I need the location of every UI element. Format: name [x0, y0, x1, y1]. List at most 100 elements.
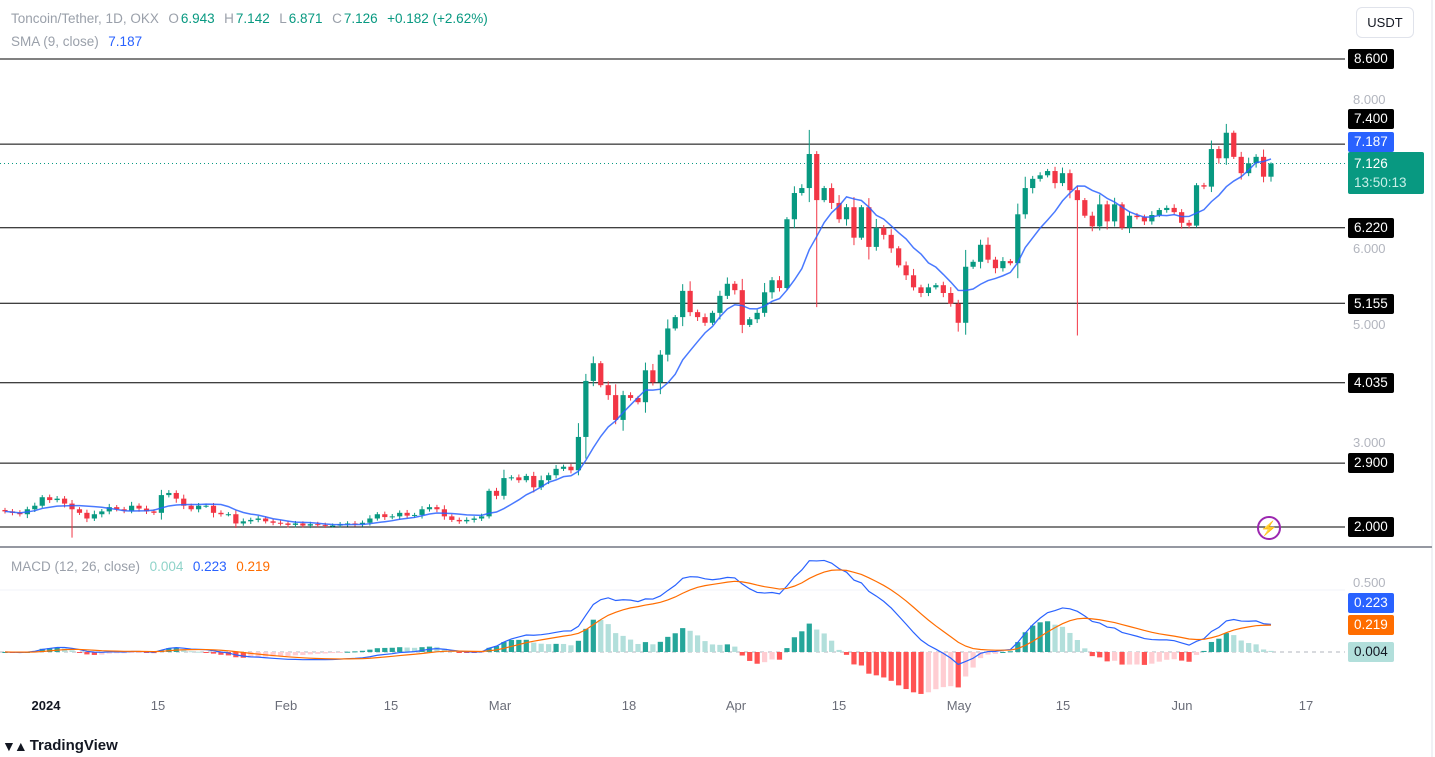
candle-down — [732, 283, 738, 291]
candle-down — [836, 202, 842, 220]
tradingview-logo[interactable]: ▼▲ TradingView — [2, 737, 118, 754]
macd-histogram-bar — [829, 640, 835, 652]
macd-histogram-bar — [47, 648, 53, 652]
candle-down — [1052, 171, 1058, 184]
macd-histogram-bar — [300, 652, 306, 656]
candle-down — [829, 188, 835, 203]
candle-up — [1000, 261, 1006, 269]
macd-histogram-bar — [344, 651, 351, 653]
macd-histogram-bar — [1044, 621, 1051, 652]
macd-histogram-bar — [292, 652, 299, 656]
candle-up — [106, 507, 112, 512]
macd-histogram-bar — [99, 652, 105, 655]
macd-histogram-bar — [322, 652, 328, 654]
candle-down — [776, 280, 783, 289]
macd-histogram-bar — [1179, 652, 1185, 661]
macd-histogram-bar — [315, 652, 321, 654]
macd-histogram-bar — [1022, 632, 1028, 652]
candle-down — [456, 519, 462, 522]
macd-histogram-bar — [970, 652, 976, 668]
candle-down — [516, 477, 522, 481]
macd-histogram-bar — [225, 652, 232, 656]
macd-histogram-bar — [188, 651, 194, 653]
macd-histogram-bar — [501, 641, 507, 652]
macd-histogram-bar — [359, 650, 366, 652]
sma-legend[interactable]: SMA (9, close) 7.187 — [11, 34, 144, 49]
macd-histogram-bar — [821, 633, 827, 652]
candle-up — [359, 522, 366, 525]
candle-down — [434, 507, 440, 510]
lightning-icon[interactable]: ⚡ — [1257, 516, 1281, 540]
candle-down — [121, 509, 127, 511]
time-tick: 15 — [1055, 698, 1071, 713]
macd-histogram-bar — [1000, 651, 1006, 653]
level-label: 4.035 — [1348, 373, 1394, 393]
candle-down — [218, 512, 224, 515]
macd-histogram-bar — [635, 643, 641, 652]
macd-histogram-bar — [538, 643, 544, 652]
candle-down — [1201, 185, 1207, 187]
macd-histogram-bar — [411, 647, 418, 652]
candle-up — [1097, 204, 1103, 227]
candle-up — [397, 512, 403, 517]
candle-up — [99, 511, 105, 515]
level-label: 8.600 — [1348, 49, 1394, 69]
macd-histogram-bar — [1149, 652, 1155, 664]
candle-up — [970, 261, 976, 267]
candle-down — [1238, 156, 1244, 174]
macd-histogram-bar — [106, 652, 112, 654]
currency-button[interactable]: USDT — [1356, 7, 1414, 38]
macd-histogram-bar — [196, 651, 202, 653]
macd-histogram-bar — [1164, 652, 1170, 660]
candle-up — [501, 478, 507, 496]
candle-down — [881, 227, 887, 235]
hist-price-label: 0.004 — [1348, 642, 1394, 662]
macd-histogram-bar — [1126, 652, 1133, 665]
time-tick: Jun — [1171, 698, 1193, 713]
macd-histogram-bar — [1015, 642, 1021, 652]
candle-down — [851, 207, 857, 238]
macd-histogram-bar — [940, 652, 946, 688]
candle-up — [858, 207, 865, 238]
macd-histogram-bar — [1067, 632, 1073, 652]
macd-histogram-bar — [166, 648, 172, 652]
macd-histogram-bar — [896, 652, 902, 686]
candle-up — [590, 363, 596, 381]
candle-up — [925, 287, 932, 293]
candle-up — [963, 266, 969, 323]
candle-up — [680, 290, 686, 318]
candle-up — [523, 475, 529, 481]
macd-histogram-bar — [918, 652, 924, 694]
macd-legend[interactable]: MACD (12, 26, close) 0.004 0.223 0.219 — [11, 559, 272, 574]
candle-up — [374, 514, 380, 519]
candle-up — [672, 317, 678, 329]
candle-up — [1037, 175, 1043, 179]
macd-histogram-bar — [620, 635, 626, 652]
macd-histogram-bar — [1231, 635, 1237, 652]
macd-histogram-bar — [143, 652, 150, 653]
macd-histogram-bar — [382, 647, 388, 652]
change-value: +0.182 (+2.62%) — [387, 11, 488, 26]
macd-histogram-bar — [61, 648, 68, 652]
candle-up — [724, 283, 730, 296]
macd-histogram-bar — [769, 652, 775, 660]
candle-up — [426, 507, 433, 510]
candle-up — [709, 312, 716, 323]
candle-down — [277, 522, 284, 524]
signal-line — [4, 569, 1272, 660]
sma-label: SMA (9, close) — [11, 34, 99, 49]
candle-up — [717, 295, 723, 313]
candle-up — [419, 509, 425, 515]
candle-down — [992, 259, 999, 269]
candle-down — [1067, 173, 1073, 191]
macd-histogram-bar — [1201, 650, 1207, 652]
candle-up — [784, 219, 790, 289]
macd-histogram-bar — [1208, 641, 1215, 652]
candle-up — [933, 285, 939, 288]
time-tick: Feb — [274, 698, 298, 713]
macd-histogram-bar — [352, 651, 358, 653]
sma-value: 7.187 — [108, 34, 143, 49]
macd-histogram-bar — [888, 652, 894, 681]
